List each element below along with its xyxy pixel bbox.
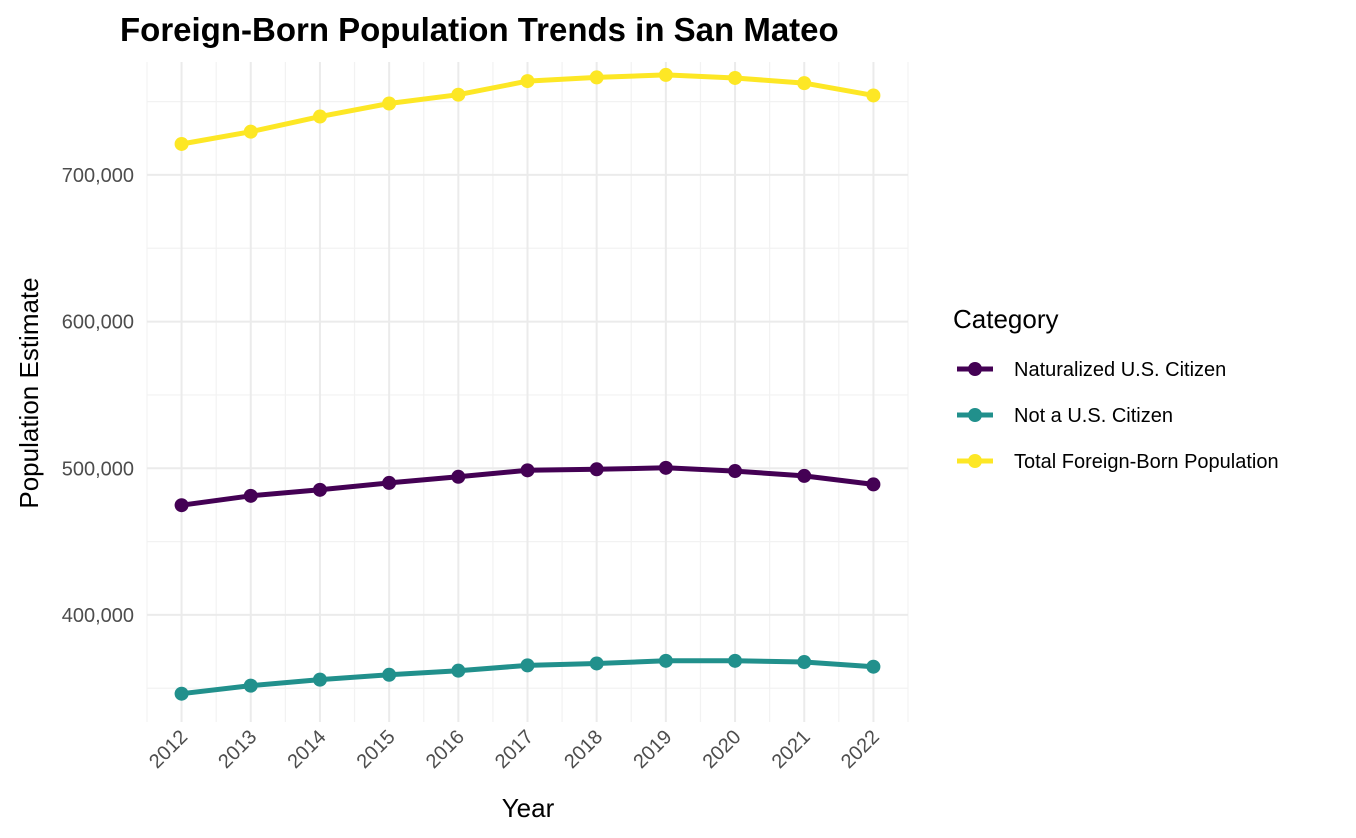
data-point (382, 667, 397, 682)
x-tick-label: 2021 (768, 726, 815, 773)
data-point (589, 70, 604, 85)
chart-title: Foreign-Born Population Trends in San Ma… (120, 11, 839, 48)
x-axis-ticks: 2012 2013 2014 2015 2016 2017 2018 2019 2020 2021… (145, 726, 884, 773)
data-point (174, 686, 189, 701)
data-point (520, 463, 535, 478)
legend: Category Naturalized U.S. Citizen Not a U… (953, 304, 1279, 473)
y-tick-label: 600,000 (62, 312, 134, 334)
legend-label: Not a U.S. Citizen (1014, 405, 1173, 427)
y-tick-label: 400,000 (62, 605, 134, 627)
data-point (658, 67, 673, 82)
data-point (797, 468, 812, 483)
data-point (451, 663, 466, 678)
data-point (174, 136, 189, 151)
legend-label: Naturalized U.S. Citizen (1014, 359, 1226, 381)
data-point (243, 678, 258, 693)
data-point (243, 124, 258, 139)
data-point (520, 74, 535, 89)
x-tick-label: 2012 (145, 726, 192, 773)
data-point (382, 475, 397, 490)
data-point (589, 462, 604, 477)
data-point (174, 498, 189, 513)
series-points (174, 67, 881, 701)
x-tick-label: 2022 (837, 726, 884, 773)
data-point (797, 655, 812, 670)
legend-key-point (968, 362, 982, 376)
x-tick-label: 2013 (214, 726, 261, 773)
data-point (520, 658, 535, 673)
x-tick-label: 2019 (629, 726, 676, 773)
data-point (658, 460, 673, 475)
data-point (243, 488, 258, 503)
data-point (312, 672, 327, 687)
data-point (866, 477, 881, 492)
y-axis-title: Population Estimate (14, 277, 44, 508)
data-point (728, 464, 743, 479)
y-tick-label: 700,000 (62, 165, 134, 187)
x-tick-label: 2016 (422, 726, 469, 773)
data-point (866, 659, 881, 674)
data-point (451, 469, 466, 484)
x-tick-label: 2015 (353, 726, 400, 773)
x-axis-title: Year (502, 793, 555, 823)
data-point (451, 87, 466, 102)
legend-label: Total Foreign-Born Population (1014, 451, 1279, 473)
data-point (866, 88, 881, 103)
y-axis-ticks: 400,000 500,000 600,000 700,000 (62, 165, 134, 627)
data-point (797, 76, 812, 91)
y-tick-label: 500,000 (62, 458, 134, 480)
data-point (728, 653, 743, 668)
grid (146, 62, 909, 722)
data-point (312, 482, 327, 497)
legend-key-point (968, 408, 982, 422)
data-point (382, 96, 397, 111)
legend-key-point (968, 454, 982, 468)
legend-title: Category (953, 304, 1059, 334)
data-point (728, 70, 743, 85)
x-tick-label: 2020 (699, 726, 746, 773)
data-point (312, 109, 327, 124)
x-tick-label: 2017 (491, 726, 538, 773)
data-point (589, 656, 604, 671)
x-tick-label: 2014 (283, 726, 330, 773)
data-point (658, 653, 673, 668)
x-tick-label: 2018 (560, 726, 607, 773)
